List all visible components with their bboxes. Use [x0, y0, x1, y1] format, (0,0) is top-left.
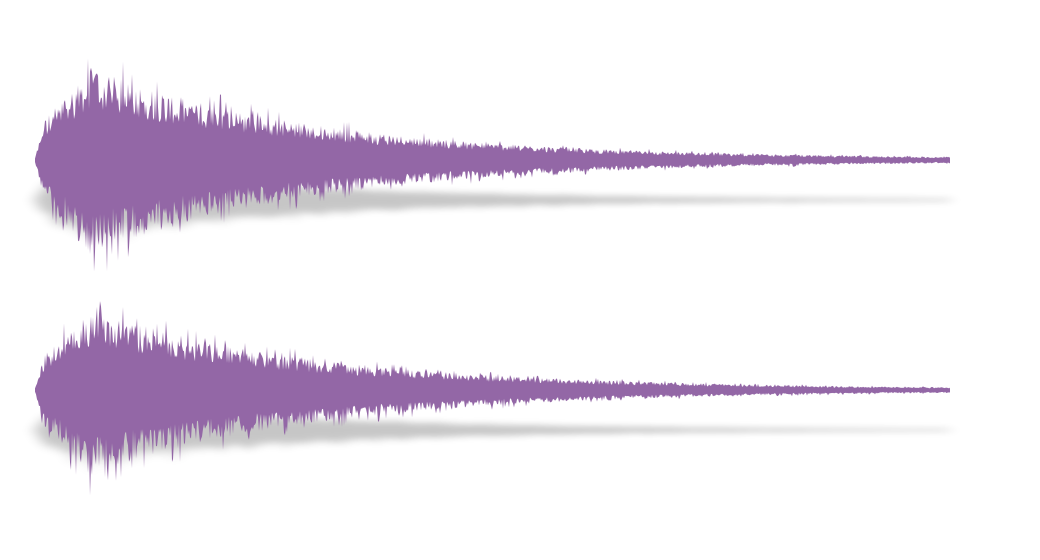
- waveform-shadow: [35, 389, 950, 478]
- channel-left: [35, 58, 950, 272]
- waveform-shadow: [35, 154, 950, 251]
- waveform: [35, 58, 950, 272]
- channel-right: [35, 301, 950, 496]
- waveform: [35, 301, 950, 496]
